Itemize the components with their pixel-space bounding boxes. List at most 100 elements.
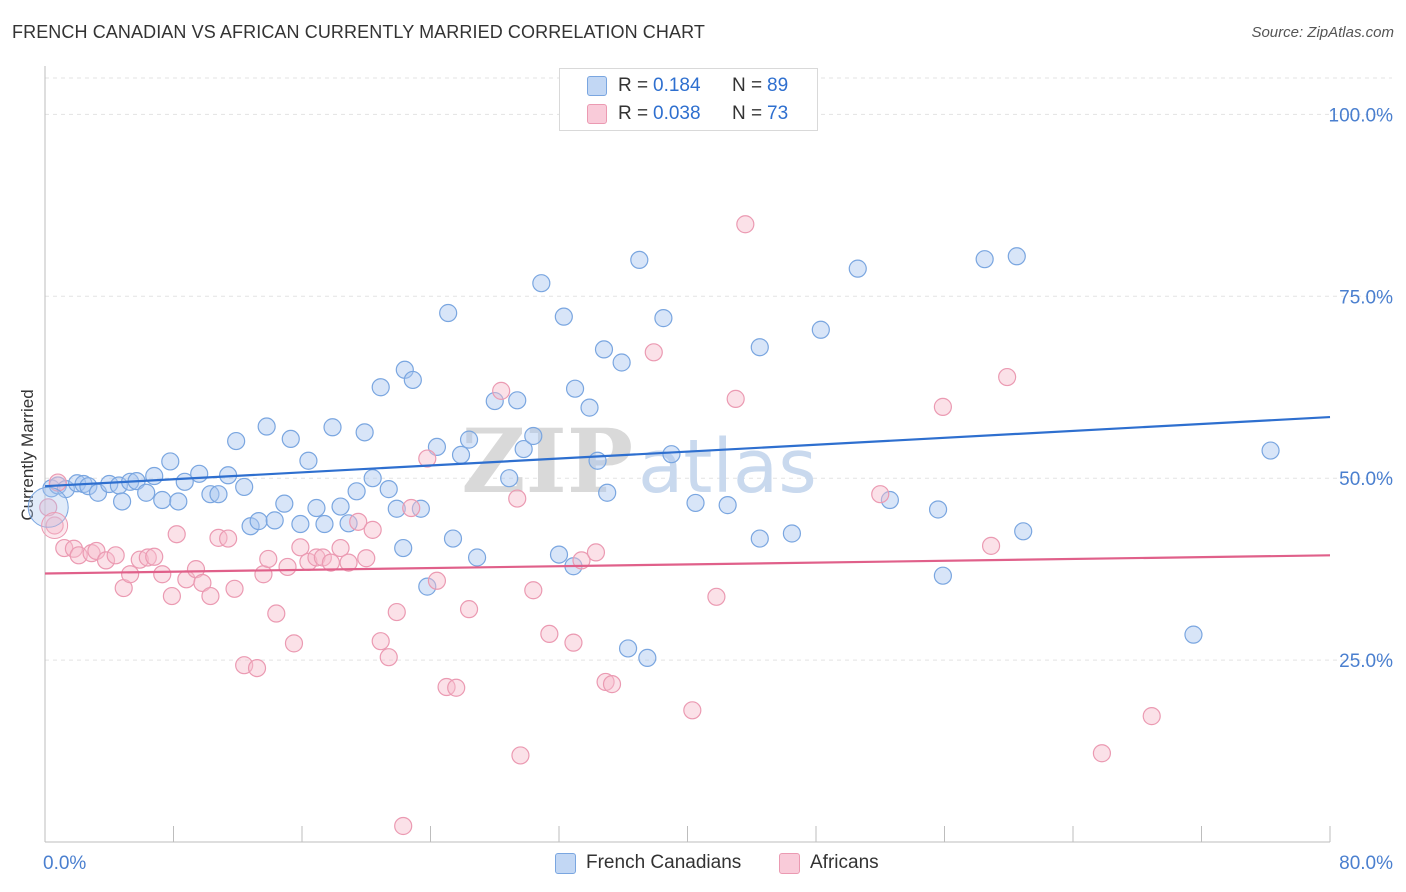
point-africans: [998, 367, 1017, 387]
stats-row-africans: R = 0.038 N = 73: [560, 101, 817, 127]
point-africans: [145, 547, 164, 566]
point-africans: [1142, 707, 1161, 726]
point-africans: [121, 565, 140, 584]
point-french-canadians: [145, 466, 164, 486]
point-french-canadians: [403, 370, 422, 390]
point-french-canadians: [291, 514, 310, 534]
axes: [44, 66, 1331, 843]
point-french-canadians: [1184, 625, 1203, 644]
point-french-canadians: [439, 303, 458, 323]
n-value: 89: [767, 75, 789, 96]
point-french-canadians: [594, 340, 614, 359]
stats-row-french-canadians: R = 0.184 N = 89: [560, 73, 817, 99]
point-africans: [357, 549, 376, 568]
legend-label: French Canadians: [586, 852, 742, 873]
trend-line-french-canadians: [44, 415, 1331, 488]
point-french-canadians: [459, 430, 479, 449]
trend-lines: [44, 415, 1331, 575]
point-french-canadians: [630, 250, 649, 270]
point-africans: [371, 632, 390, 651]
point-french-canadians: [467, 548, 487, 567]
y-tick-label: 50.0%: [1339, 469, 1393, 490]
point-africans: [508, 489, 527, 508]
point-french-canadians: [750, 338, 769, 357]
point-french-canadians: [638, 648, 657, 668]
point-french-canadians: [153, 490, 172, 510]
point-africans: [167, 525, 186, 544]
point-africans: [644, 343, 663, 362]
point-french-canadians: [257, 417, 276, 436]
point-french-canadians: [1261, 441, 1280, 460]
point-africans: [981, 536, 1001, 555]
tick-labels: 100.0% 75.0% 50.0% 25.0% 0.0% 80.0%: [43, 105, 1393, 874]
point-french-canadians: [1014, 522, 1033, 541]
point-french-canadians: [500, 469, 519, 488]
point-africans: [437, 677, 456, 697]
point-french-canadians: [281, 429, 300, 448]
point-africans: [106, 546, 125, 565]
point-french-canadians: [137, 483, 156, 502]
point-africans: [267, 604, 286, 623]
point-french-canadians: [299, 451, 318, 470]
point-french-canadians: [363, 469, 382, 488]
n-label: N =: [732, 103, 763, 124]
point-africans: [363, 520, 382, 539]
point-french-canadians: [782, 524, 802, 543]
point-africans: [87, 541, 106, 561]
y-tick-label: 75.0%: [1339, 287, 1393, 308]
legend-swatch-blue: [587, 76, 607, 96]
point-french-canadians: [612, 353, 631, 372]
point-africans: [247, 658, 267, 678]
point-french-canadians: [485, 391, 504, 411]
watermark-atlas: atlas: [638, 424, 817, 510]
point-french-canadians: [275, 494, 294, 513]
point-africans: [564, 633, 583, 652]
r-value: 0.184: [653, 75, 701, 96]
point-africans: [254, 565, 273, 584]
point-africans: [402, 498, 421, 518]
point-french-canadians: [371, 378, 390, 397]
r-label: R =: [618, 75, 649, 96]
point-africans: [284, 634, 304, 653]
point-africans: [540, 624, 559, 644]
point-french-canadians: [161, 452, 180, 471]
point-french-canadians: [811, 320, 830, 339]
point-africans: [387, 602, 406, 622]
legend-label: Africans: [810, 852, 879, 873]
stats-legend: R = 0.184 N = 89 R = 0.038 N = 73: [559, 68, 818, 131]
point-french-canadians: [933, 566, 952, 585]
point-french-canadians: [112, 492, 132, 511]
point-french-canadians: [339, 514, 358, 533]
r-value: 0.038: [653, 103, 701, 124]
point-french-canadians: [169, 492, 188, 511]
point-french-canadians: [532, 274, 551, 293]
point-french-canadians: [508, 391, 527, 410]
point-french-canadians: [549, 545, 569, 564]
point-africans: [707, 587, 726, 606]
point-french-canadians: [880, 490, 899, 510]
point-africans: [138, 548, 157, 567]
point-africans: [394, 816, 413, 836]
point-africans: [524, 581, 543, 600]
source-credit: Source: ZipAtlas.com: [1251, 24, 1394, 41]
point-french-canadians: [524, 426, 543, 446]
point-africans: [683, 701, 702, 720]
point-africans: [162, 586, 181, 606]
point-french-canadians: [580, 398, 599, 417]
point-africans: [153, 565, 172, 584]
point-french-canadians: [565, 379, 585, 398]
point-africans: [55, 538, 74, 558]
point-french-canadians: [451, 445, 471, 465]
point-french-canadians: [315, 514, 334, 534]
point-french-canadians: [227, 431, 246, 451]
point-africans: [447, 678, 466, 697]
point-africans: [736, 215, 755, 234]
trend-line-africans: [44, 554, 1331, 575]
point-french-canadians: [190, 464, 209, 483]
point-french-canadians: [235, 477, 254, 497]
point-africans: [321, 553, 341, 572]
point-africans: [291, 538, 310, 557]
point-africans: [492, 381, 511, 400]
point-french-canadians: [588, 451, 607, 470]
watermark: ZIP atlas: [461, 409, 816, 513]
